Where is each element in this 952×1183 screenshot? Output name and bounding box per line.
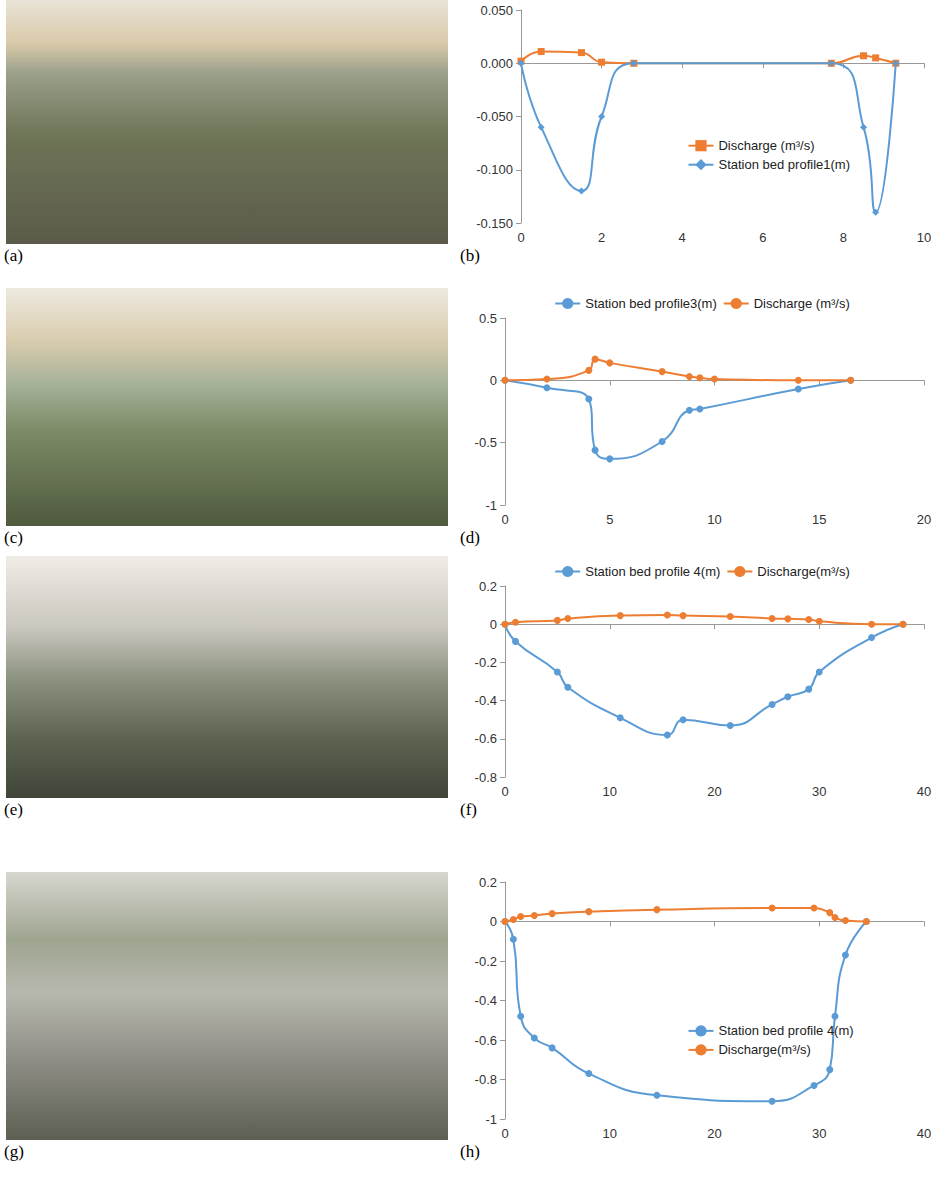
svg-text:-0.5: -0.5 bbox=[475, 435, 497, 450]
svg-text:10: 10 bbox=[603, 784, 617, 798]
html-text:(h): (h) bbox=[460, 1142, 480, 1161]
svg-text:-0.150: -0.150 bbox=[476, 216, 513, 231]
svg-text:20: 20 bbox=[707, 1126, 721, 1140]
svg-text:0: 0 bbox=[490, 373, 497, 388]
svg-text:10: 10 bbox=[707, 512, 721, 526]
svg-text:4: 4 bbox=[679, 230, 686, 244]
html-text:(a): (a) bbox=[4, 246, 23, 265]
svg-text:0: 0 bbox=[490, 914, 497, 929]
svg-text:-0.6: -0.6 bbox=[475, 731, 497, 746]
svg-text:30: 30 bbox=[812, 1126, 826, 1140]
svg-text:0: 0 bbox=[501, 784, 508, 798]
svg-text:5: 5 bbox=[606, 512, 613, 526]
svg-text:-1: -1 bbox=[485, 498, 497, 513]
svg-text:-0.4: -0.4 bbox=[475, 693, 497, 708]
svg-text:0: 0 bbox=[501, 1126, 508, 1140]
svg-text:40: 40 bbox=[917, 1126, 931, 1140]
svg-text:Discharge (m³/s): Discharge (m³/s) bbox=[754, 296, 850, 311]
svg-text:10: 10 bbox=[603, 1126, 617, 1140]
svg-text:6: 6 bbox=[759, 230, 766, 244]
svg-text:Discharge (m³/s): Discharge (m³/s) bbox=[718, 138, 814, 153]
svg-text:0.5: 0.5 bbox=[479, 311, 497, 326]
svg-text:20: 20 bbox=[917, 512, 931, 526]
svg-text:10: 10 bbox=[917, 230, 931, 244]
html-text:(g): (g) bbox=[4, 1142, 24, 1161]
svg-text:Discharge(m³/s): Discharge(m³/s) bbox=[757, 564, 849, 579]
svg-text:Station bed profile 4(m): Station bed profile 4(m) bbox=[718, 1023, 853, 1038]
svg-text:-0.100: -0.100 bbox=[476, 162, 513, 177]
svg-text:30: 30 bbox=[812, 784, 826, 798]
svg-text:Station bed profile3(m): Station bed profile3(m) bbox=[585, 296, 717, 311]
svg-text:-0.2: -0.2 bbox=[475, 954, 497, 969]
svg-text:-1: -1 bbox=[485, 1112, 497, 1127]
svg-text:20: 20 bbox=[707, 784, 721, 798]
svg-text:Station bed profile 4(m): Station bed profile 4(m) bbox=[585, 564, 720, 579]
svg-text:-0.6: -0.6 bbox=[475, 1033, 497, 1048]
svg-text:-0.8: -0.8 bbox=[475, 1072, 497, 1087]
svg-text:0: 0 bbox=[501, 512, 508, 526]
svg-text:0.2: 0.2 bbox=[479, 875, 497, 890]
svg-text:Discharge(m³/s): Discharge(m³/s) bbox=[718, 1042, 810, 1057]
html-text:(c): (c) bbox=[4, 528, 23, 547]
svg-text:-0.2: -0.2 bbox=[475, 655, 497, 670]
svg-text:2: 2 bbox=[598, 230, 605, 244]
svg-text:-0.050: -0.050 bbox=[476, 109, 513, 124]
svg-text:0.000: 0.000 bbox=[480, 56, 513, 71]
svg-text:Station bed profile1(m): Station bed profile1(m) bbox=[718, 157, 850, 172]
html-text:(f): (f) bbox=[460, 800, 477, 819]
html-text:(b): (b) bbox=[460, 246, 480, 265]
svg-text:0.2: 0.2 bbox=[479, 579, 497, 594]
html-text:(d): (d) bbox=[460, 528, 480, 547]
svg-text:0.050: 0.050 bbox=[480, 3, 513, 18]
svg-text:0: 0 bbox=[517, 230, 524, 244]
svg-text:15: 15 bbox=[812, 512, 826, 526]
svg-text:8: 8 bbox=[840, 230, 847, 244]
html-text:(e): (e) bbox=[4, 800, 23, 819]
svg-text:0: 0 bbox=[490, 617, 497, 632]
svg-text:40: 40 bbox=[917, 784, 931, 798]
svg-text:-0.4: -0.4 bbox=[475, 993, 497, 1008]
svg-text:-0.8: -0.8 bbox=[475, 770, 497, 785]
